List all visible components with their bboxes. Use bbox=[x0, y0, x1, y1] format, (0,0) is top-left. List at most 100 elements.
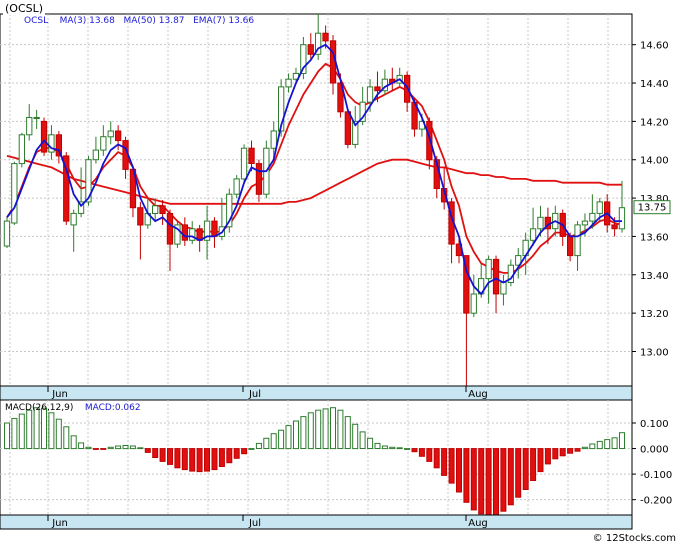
macd-bar bbox=[152, 448, 159, 459]
candle-body bbox=[166, 212, 174, 245]
macd-bar bbox=[241, 448, 248, 455]
candle-body bbox=[352, 120, 359, 145]
macd-bar bbox=[204, 448, 210, 472]
macd-bar bbox=[433, 448, 440, 469]
macd-bar bbox=[26, 409, 33, 450]
macd-bar bbox=[559, 448, 566, 457]
macd-bar bbox=[552, 448, 559, 460]
legend-ma50-label: MA(50) bbox=[123, 16, 156, 26]
macd-bar bbox=[596, 440, 603, 450]
candle bbox=[515, 247, 522, 279]
macd-bar bbox=[426, 448, 433, 462]
macd-bar bbox=[485, 448, 492, 517]
macd-legend: MACD(26,12,9) MACD:0.062 bbox=[5, 403, 141, 413]
candle-body bbox=[100, 136, 107, 151]
candle bbox=[63, 152, 70, 225]
candle bbox=[529, 207, 537, 247]
candle bbox=[255, 159, 263, 202]
macd-bar bbox=[78, 442, 85, 449]
candle-body bbox=[574, 224, 581, 257]
candle-body bbox=[307, 44, 314, 55]
macd-bar bbox=[233, 448, 240, 459]
ema7-line bbox=[6, 62, 623, 274]
macd-bar bbox=[248, 448, 255, 450]
macd-bar bbox=[337, 409, 344, 450]
candle-body bbox=[159, 205, 166, 215]
macd-bar bbox=[352, 423, 359, 450]
candle-body bbox=[137, 207, 144, 226]
candle-body bbox=[374, 86, 381, 92]
macd-bar bbox=[344, 416, 351, 450]
candle-body bbox=[233, 178, 240, 195]
month-label: Jun bbox=[51, 389, 68, 400]
macd-bar bbox=[396, 447, 403, 450]
macd-bar bbox=[470, 448, 477, 511]
macd-bar bbox=[167, 448, 173, 465]
macd-bar bbox=[611, 437, 618, 449]
candle-body bbox=[115, 130, 122, 142]
candle bbox=[11, 161, 18, 225]
candle bbox=[426, 117, 433, 170]
candle bbox=[248, 140, 255, 172]
candle bbox=[48, 125, 55, 160]
macd-bar bbox=[456, 448, 462, 493]
candle bbox=[270, 121, 277, 160]
candle-body bbox=[240, 147, 248, 180]
candle bbox=[77, 167, 85, 218]
macd-bar bbox=[189, 448, 196, 472]
macd-bar bbox=[544, 448, 551, 465]
candle-body bbox=[40, 120, 48, 153]
candle bbox=[485, 255, 492, 304]
macd-bar bbox=[589, 443, 596, 450]
ma3-path bbox=[6, 43, 622, 296]
macd-bar bbox=[307, 412, 314, 450]
candle-body bbox=[618, 207, 626, 230]
macd-bar bbox=[367, 437, 374, 449]
macd-bar bbox=[278, 429, 285, 450]
last-price-text: 13.75 bbox=[638, 203, 667, 214]
candle bbox=[300, 37, 307, 80]
macd-bar bbox=[522, 448, 529, 491]
macd-bar bbox=[507, 448, 514, 506]
candle bbox=[55, 130, 63, 164]
macd-bar bbox=[129, 445, 136, 450]
macd-bar bbox=[11, 417, 18, 450]
candle-body bbox=[492, 258, 500, 295]
month-label: Aug bbox=[468, 518, 488, 529]
macd-bar bbox=[515, 448, 522, 498]
macd-bar bbox=[478, 448, 485, 515]
candle-body bbox=[174, 224, 181, 245]
macd-bar bbox=[604, 439, 611, 450]
candle-body bbox=[92, 149, 99, 161]
candle bbox=[18, 132, 26, 168]
ma50-line bbox=[6, 155, 622, 205]
macd-tick-label: 0.000 bbox=[640, 445, 669, 456]
candle-body bbox=[270, 130, 277, 149]
candle-body bbox=[55, 134, 63, 157]
candle-body bbox=[300, 44, 307, 74]
macd-bar bbox=[300, 416, 307, 450]
candle-body bbox=[589, 212, 596, 222]
candle-body bbox=[248, 147, 255, 164]
candle-body bbox=[366, 86, 374, 103]
candle-body bbox=[3, 220, 11, 247]
candle bbox=[92, 136, 99, 164]
candle bbox=[174, 221, 181, 248]
macd-bar bbox=[115, 445, 122, 450]
candle-body bbox=[33, 117, 40, 119]
candle-body bbox=[70, 212, 77, 226]
price-tick-label: 14.20 bbox=[640, 117, 669, 128]
macd-bar bbox=[381, 445, 388, 450]
candle-body bbox=[255, 163, 263, 195]
candle-body bbox=[18, 134, 26, 165]
candle bbox=[374, 71, 381, 103]
candle bbox=[70, 209, 77, 252]
candle-body bbox=[181, 224, 188, 241]
legend-ma50-value: 13.87 bbox=[158, 16, 185, 26]
month-label: Jul bbox=[248, 518, 261, 529]
candle bbox=[352, 106, 359, 149]
macd-bar bbox=[567, 448, 574, 454]
candle bbox=[3, 217, 11, 248]
candle bbox=[189, 221, 196, 245]
macd-bar bbox=[174, 448, 181, 469]
